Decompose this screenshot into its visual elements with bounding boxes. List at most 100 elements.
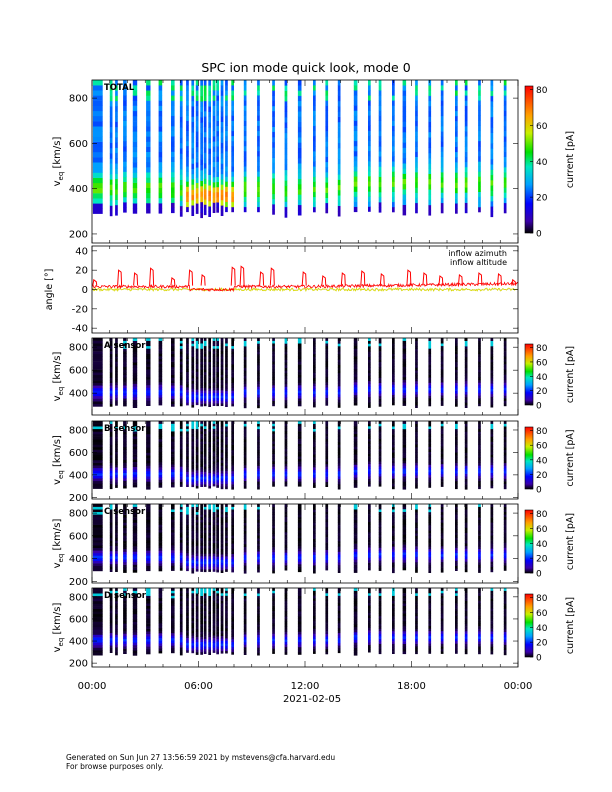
spectrogram-cell (353, 85, 358, 91)
spectrogram-cell (109, 338, 113, 341)
spectrogram-cell (186, 504, 189, 507)
spectrogram-cell (313, 570, 316, 574)
spectrogram-cell (337, 153, 341, 159)
spectrogram-cell (158, 461, 163, 465)
spectrogram-cell (225, 196, 228, 202)
spectrogram-cell (208, 561, 211, 565)
spectrogram-cell (186, 186, 189, 192)
spectrogram-cell (284, 555, 288, 558)
spectrogram-cell (115, 389, 118, 393)
spectrogram-cell (191, 441, 195, 445)
spectrogram-cell (478, 473, 481, 476)
spectrogram-cell (203, 111, 207, 117)
spectrogram-cell (428, 95, 432, 102)
spectrogram-cell (478, 538, 481, 542)
spectrogram-cell (325, 469, 329, 472)
spectrogram-cell (490, 356, 494, 360)
spectrogram-cell (440, 548, 444, 552)
spectrogram-cell (325, 110, 329, 117)
spectrogram-cell (200, 196, 203, 203)
spectrogram-cell (313, 441, 316, 445)
spectrogram-cell (297, 116, 302, 122)
spectrogram-cell (243, 343, 247, 347)
spectrogram-cell (212, 95, 216, 101)
spectrogram-cell (455, 552, 458, 556)
spectrogram-cell (92, 483, 103, 487)
spectrogram-cell (257, 548, 260, 552)
spectrogram-cell (132, 546, 138, 549)
spectrogram-cell (464, 399, 468, 403)
spectrogram-cell (225, 447, 228, 450)
spectrogram-cell (272, 525, 275, 529)
spectrogram-cell (171, 464, 175, 467)
spectrogram-cell (146, 506, 151, 510)
spectrogram-cell (216, 192, 219, 198)
spectrogram-cell (109, 602, 113, 606)
spectrogram-cell (132, 525, 138, 528)
spectrogram-cell (146, 460, 151, 464)
spectrogram-cell (115, 532, 118, 536)
spectrogram-segment-19 (225, 504, 228, 572)
spectrogram-cell (297, 504, 302, 507)
spectrogram-cell (313, 557, 316, 561)
spectrogram-segment-3 (115, 504, 118, 572)
spectrogram-segment-17 (216, 504, 219, 573)
spectrogram-cell (428, 482, 432, 486)
spectrogram-cell (257, 506, 260, 510)
spectrogram-cell (195, 379, 199, 382)
spectrogram-cell (440, 356, 444, 360)
spectrogram-cell (313, 191, 316, 198)
spectrogram-cell (216, 382, 219, 386)
spectrogram-cell (325, 539, 329, 543)
spectrogram-cell (231, 374, 234, 378)
spectrogram-cell (200, 423, 203, 427)
spectrogram-cell (158, 80, 163, 86)
spectrogram-cell (195, 121, 199, 127)
spectrogram-cell (212, 468, 216, 472)
spectrogram-cell (257, 206, 260, 213)
spectrogram-cell (415, 120, 418, 127)
spectrogram-cell (92, 187, 103, 194)
spectrogram-cell (378, 353, 382, 357)
spectrogram-cell (231, 110, 234, 116)
spectrogram-cell (478, 387, 481, 391)
spectrogram-cell (455, 105, 458, 112)
spectrogram-segment-6 (146, 338, 151, 406)
spectrogram-cell (123, 353, 127, 357)
spectrogram-cell (186, 156, 189, 162)
spectrogram-cell (490, 436, 494, 440)
spectrogram-cell (272, 421, 275, 424)
spectrogram-cell (503, 428, 507, 432)
spectrogram-cell (464, 136, 468, 142)
spectrogram-cell (428, 556, 432, 560)
spectrogram-segment-13 (200, 338, 203, 407)
spectrogram-cell (455, 100, 458, 106)
spectrogram-cell (212, 85, 216, 91)
spectrogram-cell (123, 382, 127, 386)
spectrogram-cell (146, 343, 151, 347)
spectrogram-cell (216, 379, 219, 383)
spectrogram-cell (272, 188, 275, 195)
spectrogram-cell (464, 519, 468, 523)
spectrogram-cell (115, 482, 118, 486)
spectrogram-cell (231, 196, 234, 203)
spectrogram-cell (490, 524, 494, 528)
spectrogram-cell (225, 398, 228, 402)
spectrogram-cell (115, 395, 118, 398)
spectrogram-cell (428, 543, 432, 547)
spectrogram-cell (203, 532, 207, 536)
spectrogram-cell (186, 399, 189, 403)
spectrogram-cell (257, 399, 260, 403)
spectrogram-cell (200, 106, 203, 113)
spectrogram-cell (195, 506, 199, 510)
spectrogram-cell (220, 179, 224, 185)
spectrogram-cell (272, 183, 275, 189)
spectrogram-cell (123, 556, 127, 560)
spectrogram-cell (171, 542, 175, 546)
spectrogram-cell (464, 386, 468, 390)
spectrogram-cell (231, 543, 234, 547)
spectrogram-cell (146, 403, 151, 406)
spectrogram-cell (123, 615, 127, 619)
spectrogram-cell (220, 351, 224, 354)
spectrogram-cell (313, 469, 316, 473)
